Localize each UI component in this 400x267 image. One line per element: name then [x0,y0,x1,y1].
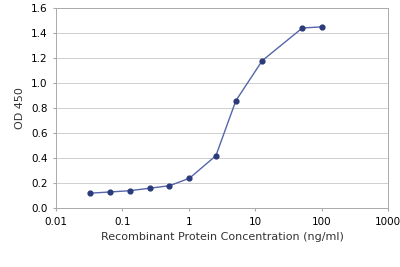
Y-axis label: OD 450: OD 450 [16,87,26,129]
Point [213,154,219,158]
Point [126,189,133,193]
Point [299,26,306,30]
Point [86,191,93,195]
X-axis label: Recombinant Protein Concentration (ng/ml): Recombinant Protein Concentration (ng/ml… [100,232,344,242]
Point [259,58,266,63]
Point [146,186,153,190]
Point [186,176,193,180]
Point [319,25,326,29]
Point [166,184,173,188]
Point [233,99,239,103]
Point [106,190,113,194]
